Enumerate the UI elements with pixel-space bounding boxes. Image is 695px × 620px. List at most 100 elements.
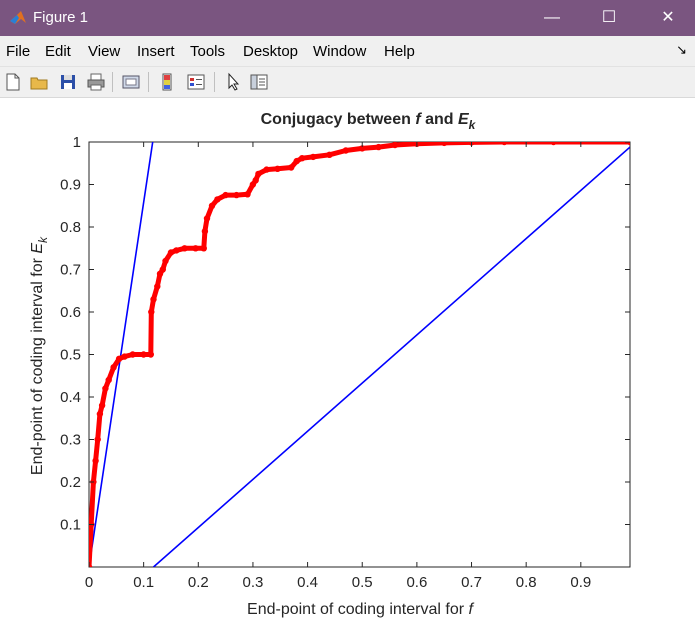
toolbar-separator (112, 72, 113, 92)
close-button[interactable]: ✕ (661, 9, 675, 26)
y-tick-label: 0.8 (60, 219, 81, 236)
toolbar-separator (148, 72, 149, 92)
curve-point (92, 457, 99, 464)
curve-point (162, 257, 169, 265)
y-tick-label: 0.6 (60, 304, 81, 321)
curve-point (115, 355, 123, 362)
branch-line (89, 142, 154, 567)
y-tick-label: 0.1 (60, 517, 81, 534)
new-figure-icon[interactable] (2, 71, 24, 93)
y-tick-label: 1 (73, 134, 81, 151)
curve-point (293, 157, 300, 165)
menu-insert[interactable]: Insert (137, 43, 175, 60)
curve-point (222, 191, 229, 199)
curve-point (167, 249, 175, 256)
chart: Conjugacy between f and Ek 0 0.1 0.2 0.3 0.4… (29, 111, 631, 618)
edit-plot-arrow-icon[interactable] (222, 71, 244, 93)
figure-canvas: Conjugacy between f and Ek 0 0.1 0.2 0.3 0.4… (0, 98, 695, 620)
colorbar-icon[interactable] (156, 71, 178, 93)
dock-figure-icon[interactable]: ↘ (676, 42, 687, 57)
curve-point (309, 153, 317, 161)
y-tick-label: 0.2 (60, 474, 81, 491)
print-icon[interactable] (85, 71, 107, 93)
curve-point (201, 228, 209, 235)
y-axis-label: End-point of coding interval for Ek (29, 236, 50, 475)
link-plot-icon[interactable] (120, 71, 142, 93)
legend-icon[interactable] (185, 71, 207, 93)
curve-point (244, 191, 251, 198)
x-tick-label: 0.1 (133, 574, 154, 591)
x-tick-label: 0.2 (188, 574, 209, 591)
curve-point (181, 245, 188, 252)
curve-point (214, 196, 221, 203)
curve-point (94, 436, 101, 443)
x-tick-label: 0.8 (516, 574, 537, 591)
curve-point (375, 143, 382, 151)
chart-title: Conjugacy between f and Ek (261, 111, 477, 132)
y-tick-label: 0.7 (60, 262, 81, 279)
curve-point (501, 142, 508, 146)
maximize-button[interactable]: ☐ (601, 9, 617, 26)
x-tick-label: 0.5 (352, 574, 373, 591)
x-tick-label: 0.4 (297, 574, 318, 591)
x-tick-label: 0.9 (570, 574, 591, 591)
x-tick-label: 0.3 (243, 574, 264, 591)
curve-point (550, 142, 557, 146)
matlab-logo-icon (10, 11, 26, 24)
title-bar: Figure 1 — ☐ ✕ (0, 0, 695, 36)
open-file-icon[interactable] (28, 71, 50, 93)
curve-point (140, 351, 147, 358)
curve-point (129, 351, 136, 358)
curve-point (89, 563, 93, 567)
curve-point (159, 266, 166, 273)
ticks-layer: 0 0.1 0.2 0.3 0.4 0.5 0.6 0.7 0.8 0.9 0.1 0.2 0.3 0.4… (60, 134, 630, 591)
curve-point (147, 351, 154, 358)
x-tick-label: 0 (85, 574, 93, 591)
curve-point (274, 165, 281, 172)
y-tick-label: 0.5 (60, 347, 81, 364)
curve-point (263, 166, 270, 173)
curve-point (441, 142, 448, 147)
curve-point (342, 147, 349, 154)
curve-point (110, 364, 117, 371)
y-tick-label: 0.3 (60, 432, 81, 449)
curve-point (96, 410, 104, 418)
menu-file[interactable]: File (6, 43, 31, 60)
y-tick-label: 0.9 (60, 177, 81, 194)
menu-window[interactable]: Window (313, 43, 367, 60)
menu-desktop[interactable]: Desktop (243, 43, 299, 60)
curve-point (208, 202, 216, 209)
curve-point (252, 177, 259, 184)
curve-point (173, 247, 180, 254)
curve-point (626, 142, 630, 146)
axes-box (88, 141, 631, 568)
curve-point (359, 145, 366, 152)
save-icon[interactable] (57, 71, 79, 93)
curve-point (154, 283, 161, 290)
curve-point (192, 245, 199, 252)
window-title: Figure 1 (33, 9, 89, 26)
property-inspector-icon[interactable] (248, 71, 270, 93)
curve-point (298, 155, 306, 162)
curve-point (255, 170, 262, 178)
curve-point (288, 164, 295, 171)
y-tick-label: 0.4 (60, 389, 81, 406)
branch-line (152, 146, 630, 567)
curve-point (98, 402, 106, 409)
curve-point (203, 215, 211, 222)
series-layer (89, 142, 630, 567)
menu-view[interactable]: View (88, 43, 121, 60)
curve-point (102, 385, 109, 392)
x-axis-label: End-point of coding interval for f (247, 601, 474, 618)
toolbar-separator (214, 72, 215, 92)
menu-edit[interactable]: Edit (45, 43, 71, 60)
toolbar (0, 67, 695, 98)
menu-tools[interactable]: Tools (190, 43, 226, 60)
curve-point (150, 296, 157, 303)
curve-point (148, 308, 155, 316)
curve-point (233, 191, 240, 199)
curve-point (391, 142, 399, 149)
curve-point (121, 353, 128, 360)
menu-help[interactable]: Help (384, 43, 415, 60)
minimize-button[interactable]: — (544, 9, 560, 26)
